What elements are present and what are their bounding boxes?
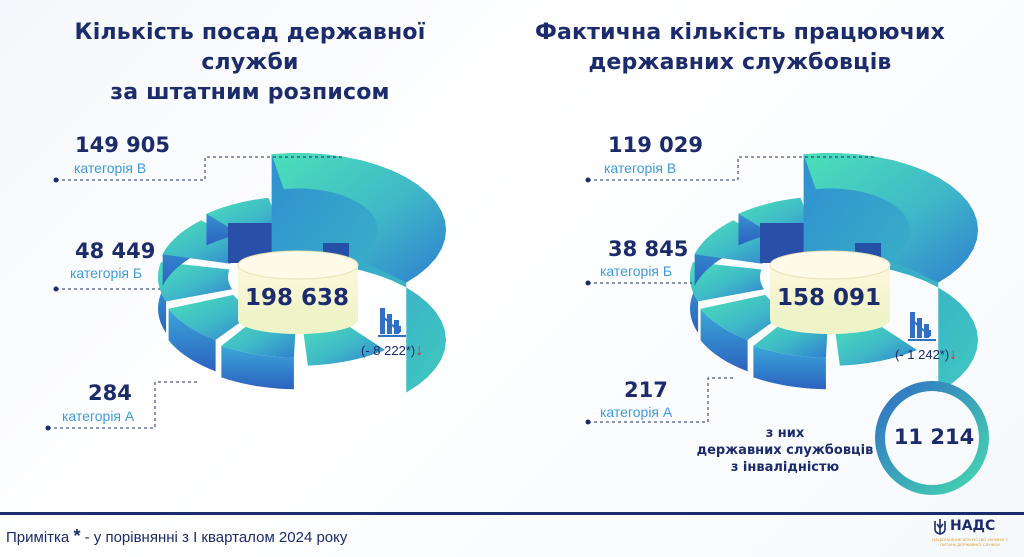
right-title: Фактична кількість працюючих державних с…: [520, 18, 960, 78]
right-ring-top-2: [690, 261, 765, 302]
right-total: 158 091: [776, 285, 882, 311]
bar-chart-down-icon: [908, 312, 936, 341]
leader-dot-4: [585, 280, 591, 286]
right-cat-a-label: категорія А: [600, 404, 673, 420]
right-cat-a-value: 217: [624, 378, 668, 402]
footnote-text: - у порівнянні з І кварталом 2024 року: [80, 529, 348, 546]
right-ring-top-3: [694, 220, 782, 264]
disability-line3: з інвалідністю: [730, 460, 840, 475]
right-cat-v-label: категорія В: [604, 160, 677, 176]
disability-line2: державних службовців: [696, 443, 874, 458]
left-cat-a-value: 284: [88, 381, 132, 405]
left-ring-top-3: [162, 220, 250, 264]
left-cat-b-label: категорія Б: [70, 265, 143, 281]
leader-dot-5: [585, 419, 591, 425]
disability-value: 11 214: [893, 425, 975, 449]
bar-chart-down-icon-bar-2: [924, 324, 929, 338]
leader-dot-3: [585, 177, 591, 183]
left-title-line2: за штатним розписом: [110, 80, 390, 105]
footnote-star: *: [73, 526, 81, 546]
left-big-top: [271, 153, 446, 283]
left-cat-b-value: 48 449: [75, 239, 156, 263]
bar-chart-down-icon-bar-0: [910, 312, 915, 338]
right-change-text: (- 1 242*): [895, 347, 950, 362]
bar-chart-down-icon-bar-0: [380, 308, 385, 334]
left-cat-v-label: категорія В: [74, 160, 147, 176]
right-cat-v-value: 119 029: [608, 133, 703, 157]
bar-chart-down-icon-arrow: [381, 315, 401, 333]
right-center-bottom: [770, 306, 890, 334]
disability-ring: [875, 381, 989, 495]
left-ring-top-1: [168, 294, 257, 340]
left-change-text: (- 8 222*): [361, 343, 416, 358]
logo-name: НАДС: [950, 518, 996, 534]
leader-line-5: [588, 377, 735, 423]
logo-subtitle: НАЦІОНАЛЬНЕ АГЕНТСТВО УКРАЇНИ З ПИТАНЬ Д…: [932, 537, 1008, 547]
nads-logo: НАДС НАЦІОНАЛЬНЕ АГЕНТСТВО УКРАЇНИ З ПИТ…: [930, 518, 1010, 552]
leader-dot-0: [53, 177, 59, 183]
left-center-top: [237, 250, 359, 280]
right-cat-b-value: 38 845: [608, 237, 689, 261]
donut-left: [158, 153, 446, 393]
leader-line-0: [56, 156, 345, 181]
left-ring-side-0: [221, 345, 294, 390]
right-big-top: [803, 153, 978, 283]
left-center-bottom: [238, 306, 358, 334]
left-cat-a-label: категорія А: [62, 408, 135, 424]
footnote: Примітка * - у порівнянні з І кварталом …: [6, 526, 347, 547]
right-change: (- 1 242*)↓: [895, 346, 957, 364]
right-title-line1: Фактична кількість працюючих: [534, 20, 946, 45]
bar-chart-down-icon: [378, 308, 406, 337]
disability-line1: з них: [765, 426, 805, 441]
trident-icon: [934, 519, 946, 535]
footnote-prefix: Примітка: [6, 529, 70, 546]
right-ring-top-1: [700, 294, 789, 340]
down-arrow-icon: ↓: [949, 346, 958, 363]
left-ring-side-1: [168, 308, 216, 372]
donut-right: [690, 153, 978, 393]
leader-lines: [45, 156, 936, 431]
footer-divider: [0, 512, 1024, 515]
right-center-top: [769, 250, 891, 280]
left-title: Кількість посад державної служби за штат…: [30, 18, 470, 108]
leader-line-2: [48, 381, 200, 429]
right-ring-side-1: [700, 308, 748, 372]
left-title-line1: Кількість посад державної служби: [74, 20, 426, 75]
bar-chart-down-icon-arrow: [911, 319, 931, 337]
left-change: (- 8 222*)↓: [361, 342, 423, 360]
disability-text: з них державних службовців з інвалідніст…: [680, 425, 890, 476]
leader-dot-2: [45, 425, 51, 431]
down-arrow-icon: ↓: [415, 342, 424, 359]
right-title-line2: державних службовців: [588, 50, 892, 75]
left-cat-v-value: 149 905: [75, 133, 170, 157]
right-cat-b-label: категорія Б: [600, 263, 673, 279]
left-total: 198 638: [244, 285, 350, 311]
bar-chart-down-icon-bar-2: [394, 320, 399, 334]
left-ring-top-2: [158, 261, 233, 302]
right-ring-side-0: [753, 345, 826, 390]
leader-dot-1: [53, 286, 59, 292]
leader-line-3: [588, 156, 875, 181]
